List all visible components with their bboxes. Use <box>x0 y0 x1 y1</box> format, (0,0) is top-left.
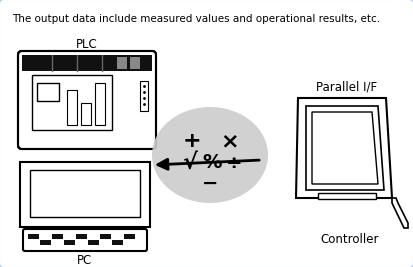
Bar <box>81 103 91 125</box>
Text: %: % <box>202 154 222 172</box>
Bar <box>117 57 127 69</box>
Bar <box>76 234 87 239</box>
FancyBboxPatch shape <box>20 162 150 227</box>
Polygon shape <box>306 106 384 190</box>
Bar <box>88 240 99 245</box>
Bar <box>64 240 75 245</box>
Bar <box>100 234 111 239</box>
Bar <box>95 83 105 125</box>
Bar <box>22 55 152 71</box>
Polygon shape <box>312 112 378 184</box>
FancyBboxPatch shape <box>18 51 156 149</box>
Text: Parallel I/F: Parallel I/F <box>316 81 377 94</box>
Text: ×: × <box>221 131 239 151</box>
Bar <box>37 83 59 101</box>
Bar <box>124 234 135 239</box>
Bar <box>30 170 140 217</box>
Bar <box>318 193 376 199</box>
Bar <box>112 240 123 245</box>
Bar <box>40 240 51 245</box>
Bar <box>32 75 112 130</box>
FancyBboxPatch shape <box>23 229 147 251</box>
Text: −: − <box>202 174 218 193</box>
Text: PC: PC <box>77 254 93 267</box>
Text: √: √ <box>183 153 197 173</box>
Text: Controller: Controller <box>321 233 379 246</box>
Text: ÷: ÷ <box>226 154 242 172</box>
Text: The output data include measured values and operational results, etc.: The output data include measured values … <box>12 14 380 24</box>
Text: PLC: PLC <box>76 38 98 51</box>
Polygon shape <box>296 98 392 198</box>
Polygon shape <box>392 198 408 228</box>
Bar <box>140 81 148 111</box>
Bar <box>67 90 77 125</box>
Bar <box>52 234 63 239</box>
Ellipse shape <box>152 107 268 203</box>
Bar <box>130 57 140 69</box>
Text: +: + <box>183 131 201 151</box>
Bar <box>28 234 39 239</box>
